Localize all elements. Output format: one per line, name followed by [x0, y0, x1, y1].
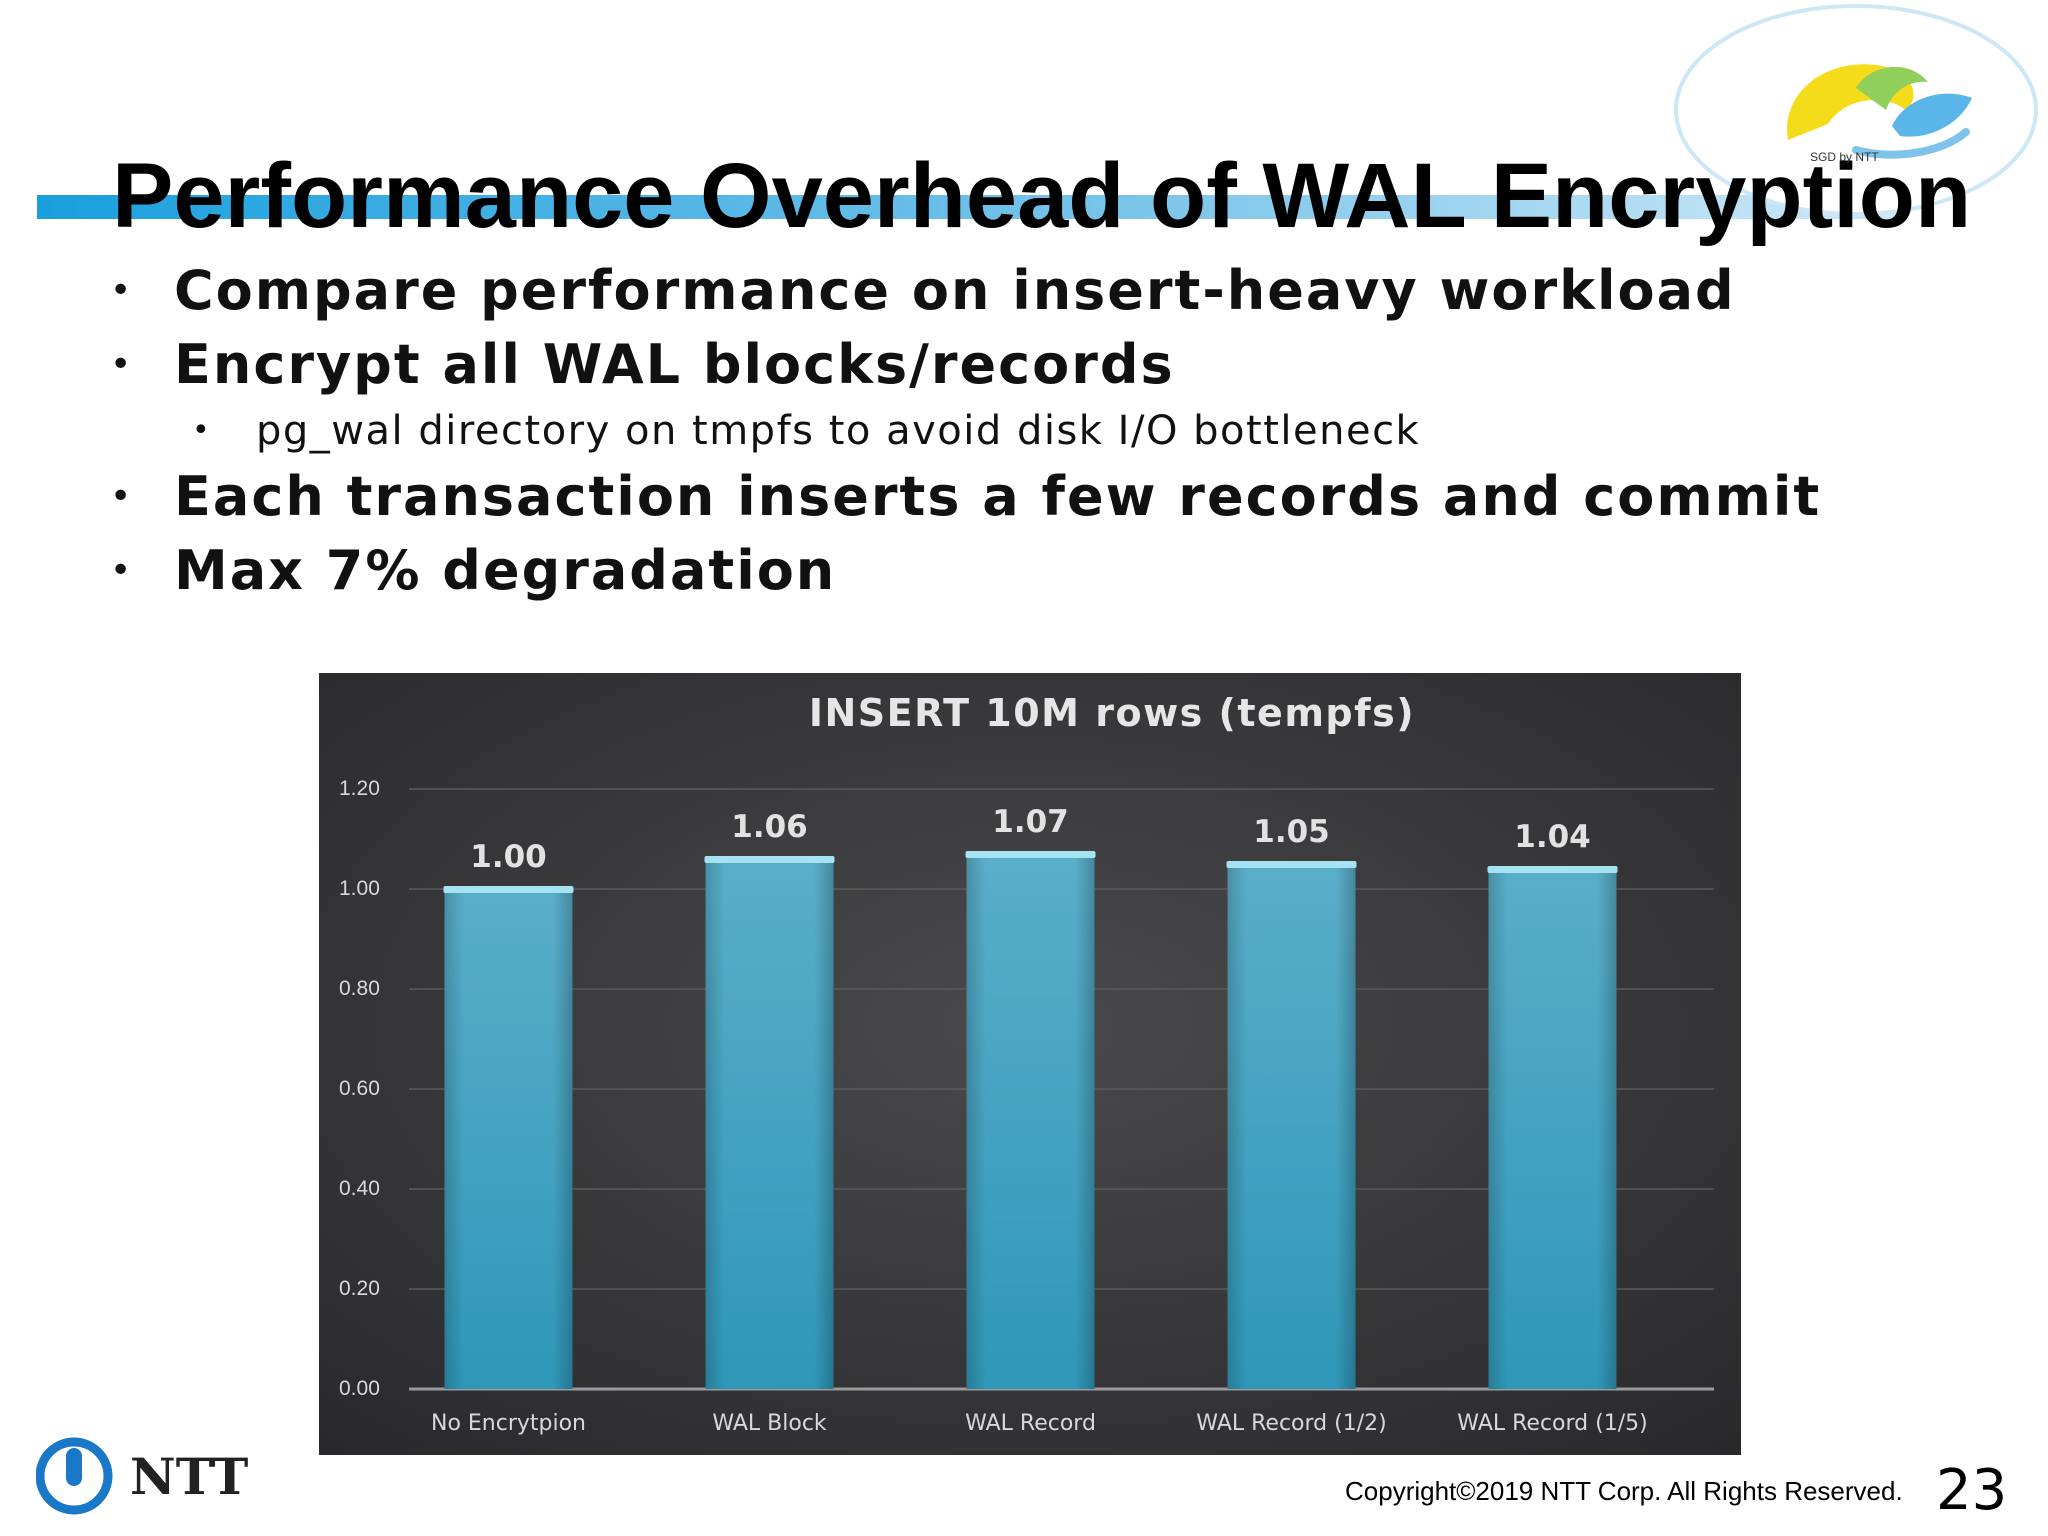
- bar-top: [704, 856, 835, 863]
- bullet-item: Each transaction inserts a few records a…: [110, 460, 1821, 534]
- bullet-item: Max 7% degradation: [110, 534, 1821, 608]
- ntt-logo: NTT: [36, 1437, 248, 1515]
- bar-top: [965, 851, 1096, 858]
- copyright-text: Copyright©2019 NTT Corp. All Rights Rese…: [1345, 1476, 1903, 1506]
- y-tick-label: 0.80: [339, 977, 380, 1000]
- chart-title: INSERT 10M rows (tempfs): [809, 691, 1415, 735]
- bar-top: [443, 886, 574, 893]
- data-label: 1.05: [1253, 814, 1330, 850]
- bullet-item: Encrypt all WAL blocks/records: [110, 328, 1821, 402]
- data-label: 1.00: [470, 839, 547, 875]
- page-number: 23: [1936, 1458, 2008, 1523]
- ntt-logo-text: NTT: [130, 1447, 248, 1506]
- bar-shade: [1488, 869, 1617, 1389]
- y-tick-label: 0.60: [339, 1077, 380, 1100]
- x-tick-label: WAL Record (1/5): [1457, 1411, 1647, 1436]
- sub-bullet-item: pg_wal directory on tmpfs to avoid disk …: [110, 402, 1821, 460]
- bar-chart: INSERT 10M rows (tempfs) 0.00 0.20 0.40 0.6…: [319, 673, 1741, 1455]
- x-tick-label: WAL Record: [965, 1411, 1096, 1436]
- y-tick-label: 0.20: [339, 1277, 380, 1300]
- data-label: 1.06: [731, 809, 808, 845]
- y-tick-label: 1.20: [339, 777, 380, 800]
- bar-shade: [444, 889, 573, 1389]
- x-tick-label: WAL Record (1/2): [1196, 1411, 1386, 1436]
- y-tick-label: 0.40: [339, 1177, 380, 1200]
- bar-shade: [966, 854, 1095, 1389]
- bar-shade: [1227, 864, 1356, 1389]
- bullet-item: Compare performance on insert-heavy work…: [110, 254, 1821, 328]
- title-underline: [37, 195, 1897, 219]
- y-tick-label: 0.00: [339, 1377, 380, 1400]
- x-tick-label: WAL Block: [712, 1411, 827, 1436]
- x-tick-label: No Encrytpion: [431, 1411, 586, 1436]
- badge-text: SGD by NTT: [1810, 150, 1879, 164]
- data-label: 1.04: [1514, 819, 1591, 855]
- slide-title: Performance Overhead of WAL Encryption: [112, 144, 1972, 247]
- y-tick-label: 1.00: [339, 877, 380, 900]
- bar-top: [1487, 866, 1618, 873]
- bar-top: [1226, 861, 1357, 868]
- event-logo-badge: [1674, 4, 2038, 216]
- bar-shade: [705, 859, 834, 1389]
- bullet-list: Compare performance on insert-heavy work…: [110, 254, 1821, 608]
- data-label: 1.07: [992, 804, 1069, 840]
